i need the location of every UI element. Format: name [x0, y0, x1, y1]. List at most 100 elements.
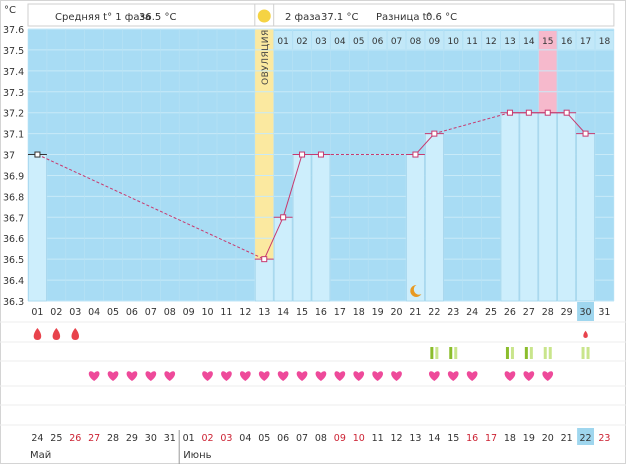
top-day-label: 18	[599, 37, 611, 47]
cycle-day-label: 05	[107, 307, 119, 318]
test-bar-icon	[435, 347, 439, 359]
test-bar-icon	[529, 347, 533, 359]
calendar-date-label: 30	[145, 433, 157, 444]
cycle-day-label: 02	[50, 307, 62, 318]
temp-bar-day-16	[311, 154, 331, 302]
calendar-date-label: 14	[428, 433, 440, 444]
cycle-day-label: 28	[542, 307, 554, 318]
top-day-cell	[463, 31, 482, 49]
temp-line-segment	[434, 112, 511, 135]
cycle-day-label: 01	[31, 307, 43, 318]
heart-icon	[466, 371, 478, 381]
cycle-day-label: 27	[523, 307, 535, 318]
cycle-day-label: 25	[485, 307, 497, 318]
temp-bar-day-30	[576, 133, 595, 302]
month-label-may: Май	[30, 450, 51, 461]
top-day-label: 02	[296, 37, 307, 47]
calendar-date-label: 08	[315, 433, 327, 444]
period-drop-icon	[52, 328, 61, 340]
heart-icon	[428, 371, 440, 381]
y-tick-label: 37.5	[3, 46, 24, 57]
top-day-label: 06	[372, 37, 384, 47]
calendar-date-label: 16	[466, 433, 478, 444]
phase2-value: 37.1 °C	[321, 12, 358, 23]
temp-bar-day-14	[273, 217, 293, 302]
top-day-label: 04	[334, 37, 346, 47]
diff-value: 0.6 °C	[426, 12, 457, 23]
y-tick-label: 37.3	[3, 88, 24, 99]
top-day-cell	[482, 31, 500, 49]
temp-line-segment	[263, 217, 284, 260]
heart-icon	[126, 371, 138, 381]
heart-icon	[523, 371, 535, 381]
top-day-label: 07	[391, 37, 402, 47]
heart-icon	[353, 371, 365, 381]
cycle-day-label: 24	[466, 307, 478, 318]
test-bar-icon	[548, 347, 552, 359]
cycle-day-label: 30	[580, 307, 592, 318]
y-tick-label: 37.1	[3, 130, 24, 141]
cycle-day-label: 15	[296, 307, 308, 318]
temp-line-segment	[37, 154, 265, 260]
y-tick-label: 36.5	[3, 255, 24, 266]
test-bar-icon	[505, 347, 509, 359]
top-day-cell	[557, 31, 576, 49]
diff-label: Разница t°	[376, 12, 432, 23]
cycle-day-label: 11	[220, 307, 232, 318]
cycle-day-label: 21	[409, 307, 421, 318]
heart-icon	[277, 371, 289, 381]
calendar-date-label: 02	[202, 433, 214, 444]
period-drop-icon	[71, 328, 79, 340]
calendar-date-label: 27	[88, 433, 100, 444]
top-day-cell	[406, 31, 425, 49]
temp-line-segment	[415, 133, 435, 155]
calendar-date-label: 17	[485, 433, 497, 444]
calendar-date-label: 23	[598, 433, 610, 444]
cycle-day-label: 22	[428, 307, 440, 318]
test-bar-icon	[581, 347, 585, 359]
phase1-label: Средняя t° 1 фаза	[55, 12, 151, 23]
y-tick-label: 36.9	[3, 171, 24, 182]
heart-icon	[447, 371, 459, 381]
temp-point-day-15	[299, 151, 306, 158]
heart-icon	[239, 371, 251, 381]
calendar-date-label: 28	[107, 433, 119, 444]
cycle-day-label: 18	[353, 307, 365, 318]
test-bar-icon	[454, 347, 458, 359]
current-day-highlight	[577, 302, 594, 321]
top-day-label: 11	[466, 37, 477, 47]
temp-point-day-1	[34, 151, 41, 158]
heart-icon	[296, 371, 308, 381]
header-bar	[27, 3, 615, 27]
top-day-label: 16	[561, 37, 573, 47]
temp-bar-day-27	[519, 112, 539, 302]
temp-line-segment	[566, 112, 586, 134]
top-day-label: 01	[277, 37, 288, 47]
month-label-june: Июнь	[183, 450, 211, 461]
temp-point-day-13	[261, 256, 268, 263]
temp-bar-day-1	[28, 154, 47, 302]
temp-point-day-21	[412, 151, 419, 158]
cycle-day-label: 31	[598, 307, 610, 318]
heart-icon	[202, 371, 213, 381]
calendar-date-label: 25	[50, 433, 62, 444]
calendar-date-label: 07	[296, 433, 308, 444]
calendar-date-label: 21	[561, 433, 573, 444]
temp-point-day-22	[431, 130, 438, 137]
calendar-date-label: 06	[277, 433, 289, 444]
cycle-day-label: 16	[315, 307, 327, 318]
temp-bar-day-28	[538, 112, 557, 302]
top-day-label: 14	[523, 37, 535, 47]
top-day-label: 15	[542, 37, 553, 47]
calendar-date-label: 05	[258, 433, 270, 444]
top-day-cell	[425, 31, 444, 49]
cycle-day-label: 12	[239, 307, 251, 318]
top-day-cell	[349, 31, 368, 49]
calendar-date-label: 13	[409, 433, 421, 444]
current-date-highlight	[577, 428, 594, 445]
heart-icon	[164, 371, 176, 381]
calendar-date-label: 04	[239, 433, 251, 444]
top-day-label: 08	[410, 37, 422, 47]
